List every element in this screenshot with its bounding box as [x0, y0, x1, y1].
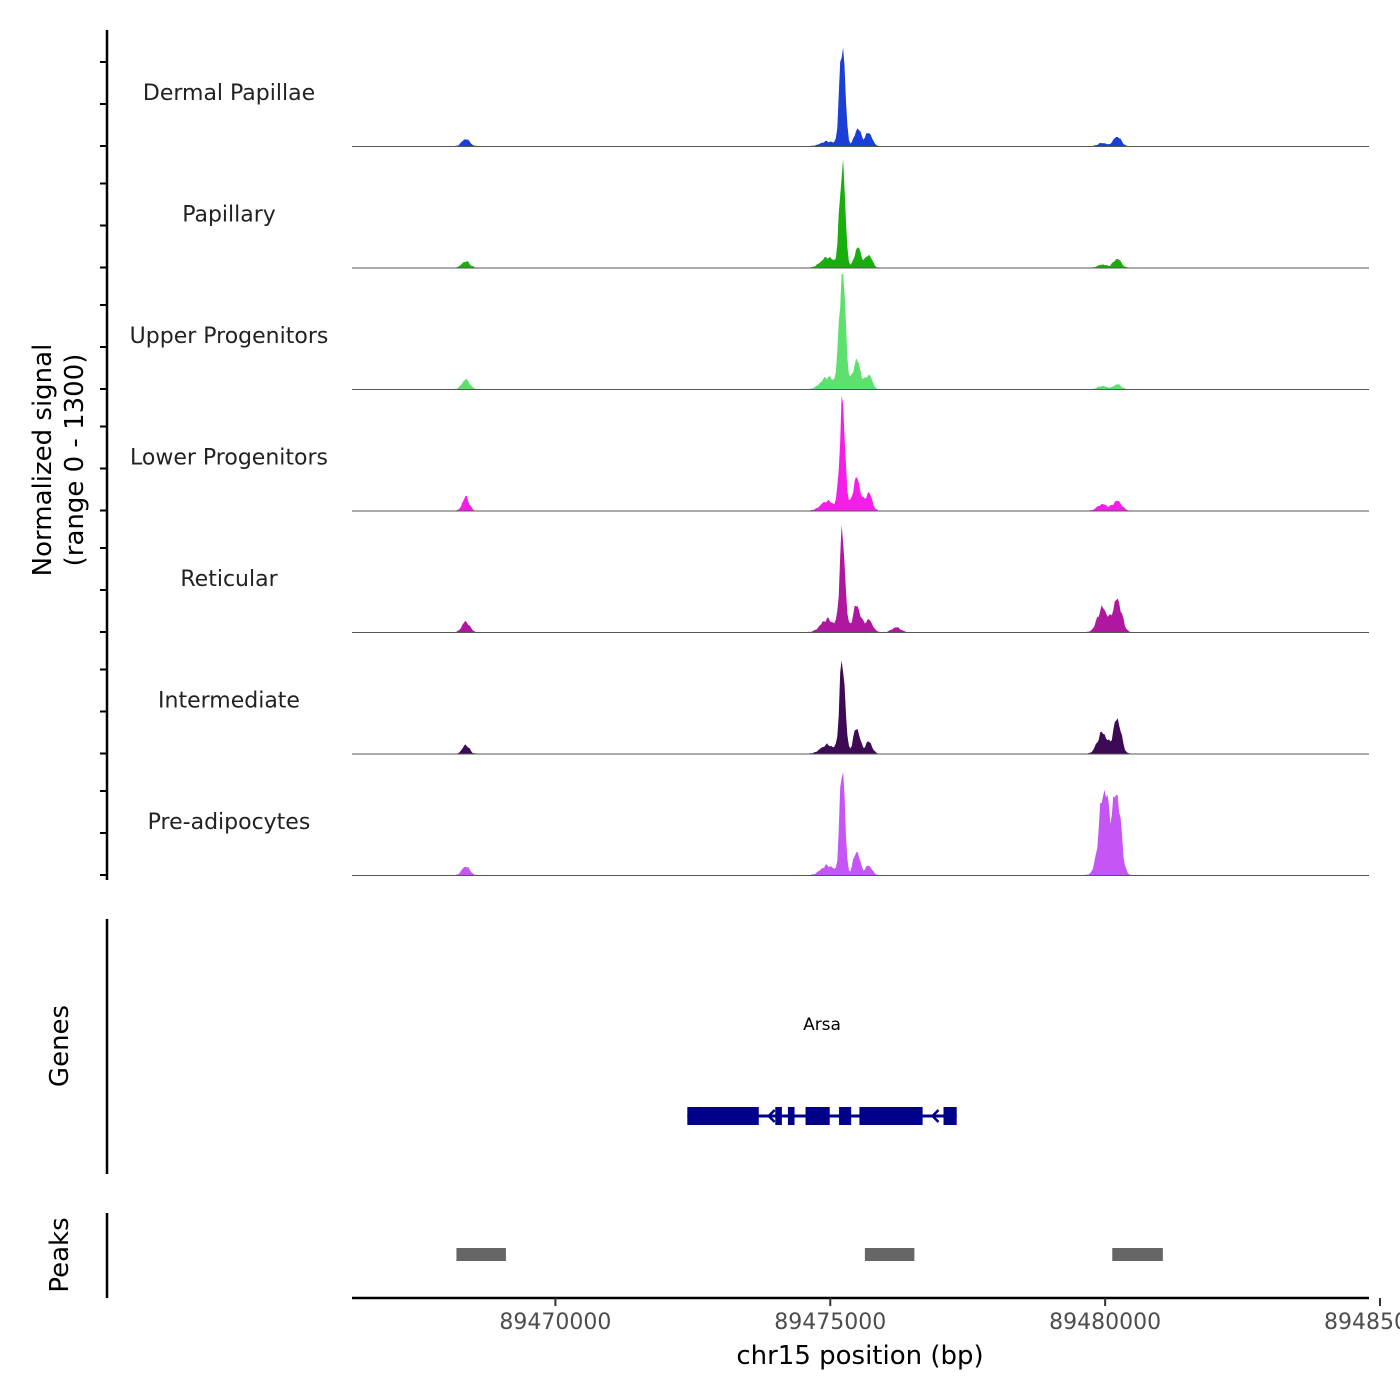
track-signal-area — [352, 158, 1369, 268]
strand-arrow-icon — [766, 1109, 776, 1123]
x-axis-ticks: 89470000 89475000 89480000 89485000 — [499, 1298, 1400, 1335]
gene-name-label: Arsa — [803, 1015, 841, 1035]
peaks-axis-title: Peaks — [45, 1217, 75, 1292]
track-intermediate: Intermediate — [158, 660, 1369, 755]
gene-exon — [943, 1107, 957, 1125]
x-tick-label: 89470000 — [499, 1310, 611, 1335]
gene-exon — [859, 1107, 923, 1125]
track-dermal-papillae: Dermal Papillae — [143, 47, 1369, 147]
track-reticular: Reticular — [180, 524, 1369, 633]
track-label: Dermal Papillae — [143, 81, 315, 106]
signal-axis-title: Normalized signal — [28, 344, 58, 577]
track-signal-area — [352, 772, 1369, 876]
track-signal-area — [352, 47, 1369, 147]
signal-y-axis — [100, 30, 109, 880]
track-lower-progenitors: Lower Progenitors — [130, 395, 1369, 512]
track-upper-progenitors: Upper Progenitors — [130, 274, 1369, 390]
gene-exon — [775, 1107, 782, 1125]
gene-exon — [787, 1107, 795, 1125]
coverage-tracks: Dermal Papillae Papillary Upper Progenitor… — [130, 47, 1369, 876]
track-label: Lower Progenitors — [130, 446, 328, 471]
gene-exon — [805, 1107, 830, 1125]
gene-exon — [839, 1107, 852, 1125]
track-label: Pre-adipocytes — [148, 810, 311, 835]
x-tick-label: 89475000 — [774, 1310, 886, 1335]
track-label: Papillary — [182, 203, 276, 228]
x-axis-title: chr15 position (bp) — [736, 1341, 983, 1371]
track-signal-area — [352, 524, 1369, 633]
track-papillary: Papillary — [182, 158, 1369, 269]
track-pre-adipocytes: Pre-adipocytes — [148, 772, 1369, 876]
strand-arrow-icon — [930, 1109, 940, 1123]
peak-region-bar — [1112, 1248, 1163, 1261]
x-tick-label: 89485000 — [1324, 1310, 1400, 1335]
gene-model — [687, 1107, 957, 1125]
track-signal-area — [352, 660, 1369, 754]
track-label: Upper Progenitors — [130, 324, 329, 349]
gene-exon — [687, 1107, 759, 1125]
track-signal-area — [352, 395, 1369, 511]
track-signal-area — [352, 274, 1369, 390]
peak-regions — [456, 1248, 1163, 1261]
x-tick-label: 89480000 — [1049, 1310, 1161, 1335]
signal-axis-range: (range 0 - 1300) — [60, 354, 90, 567]
peak-region-bar — [456, 1248, 506, 1261]
genes-axis-title: Genes — [45, 1005, 75, 1087]
track-label: Intermediate — [158, 689, 300, 714]
peak-region-bar — [864, 1248, 915, 1261]
track-label: Reticular — [180, 567, 278, 592]
